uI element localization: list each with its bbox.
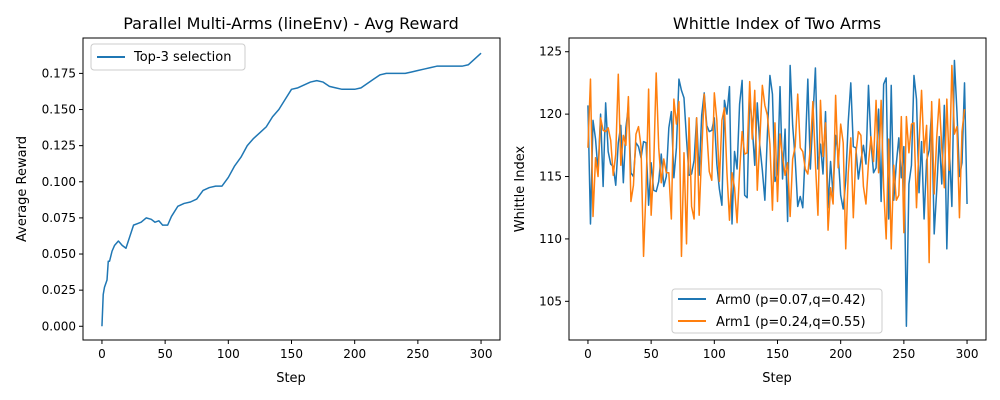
whittle-index-y-tick-label: 120 <box>539 107 562 121</box>
avg-reward-x-tick-label: 0 <box>98 347 106 361</box>
whittle-index-y-tick-label: 115 <box>539 170 562 184</box>
whittle-index-y-tick-label: 105 <box>539 294 562 308</box>
avg-reward-legend: Top-3 selection <box>90 43 246 71</box>
avg-reward-y-tick-label: 0.150 <box>42 103 76 117</box>
whittle-index-x-tick-label: 300 <box>956 347 979 361</box>
avg-reward-x-axis-label: Step <box>276 371 306 386</box>
avg-reward-y-tick-label: 0.100 <box>42 175 76 189</box>
avg-reward-chart: Parallel Multi-Arms (lineEnv) - Avg Rewa… <box>15 14 501 386</box>
avg-reward-x-tick-label: 250 <box>406 347 429 361</box>
whittle-index-x-tick-label: 50 <box>643 347 658 361</box>
whittle-index-y-axis-label: Whittle Index <box>513 145 528 232</box>
avg-reward-x-tick-label: 100 <box>217 347 240 361</box>
avg-reward-x-tick-label: 50 <box>157 347 172 361</box>
whittle-index-y-tick-label: 110 <box>539 232 562 246</box>
whittle-index-plot-frame <box>568 37 987 341</box>
legend-label-arm0: Arm0 (p=0.07,q=0.42) <box>716 293 866 308</box>
avg-reward-y-tick-label: 0.025 <box>42 283 76 297</box>
whittle-index-lines <box>587 59 968 328</box>
avg-reward-x-tick-label: 150 <box>280 347 303 361</box>
avg-reward-ticks: 0 50 100 150 200 250 300 0.000 0.025 0.050 0.075 0.… <box>42 66 493 361</box>
whittle-index-y-tick-label: 125 <box>539 45 562 59</box>
avg-reward-legend-box <box>90 43 246 71</box>
avg-reward-y-tick-label: 0.175 <box>42 66 76 80</box>
whittle-index-series-line-0 <box>587 59 968 328</box>
whittle-index-legend-box <box>671 288 883 334</box>
avg-reward-y-tick-label: 0.125 <box>42 139 76 153</box>
avg-reward-plot-frame <box>82 37 501 341</box>
legend-label-arm1: Arm1 (p=0.24,q=0.55) <box>716 315 866 330</box>
avg-reward-y-tick-label: 0.050 <box>42 247 76 261</box>
whittle-index-title: Whittle Index of Two Arms <box>673 14 881 33</box>
whittle-index-legend: Arm0 (p=0.07,q=0.42) Arm1 (p=0.24,q=0.55… <box>671 288 883 334</box>
avg-reward-series-line-0 <box>101 52 482 327</box>
avg-reward-x-tick-label: 300 <box>470 347 493 361</box>
avg-reward-y-axis-label: Average Reward <box>15 136 30 242</box>
whittle-index-x-tick-label: 250 <box>892 347 915 361</box>
whittle-index-x-tick-label: 0 <box>584 347 592 361</box>
whittle-index-chart: Whittle Index of Two Arms Step Whittle I… <box>513 14 987 386</box>
avg-reward-x-tick-label: 200 <box>343 347 366 361</box>
avg-reward-lines <box>101 52 482 327</box>
whittle-index-x-axis-label: Step <box>762 371 792 386</box>
whittle-index-x-tick-label: 100 <box>703 347 726 361</box>
whittle-index-series-line-1 <box>587 64 966 264</box>
legend-label-top-3-selection: Top-3 selection <box>133 50 231 65</box>
whittle-index-x-tick-label: 200 <box>829 347 852 361</box>
whittle-index-x-tick-label: 150 <box>766 347 789 361</box>
avg-reward-y-tick-label: 0.000 <box>42 319 76 333</box>
whittle-index-ticks: 0 50 100 150 200 250 300 105 110 115 120 125 <box>539 45 978 361</box>
avg-reward-y-tick-label: 0.075 <box>42 211 76 225</box>
avg-reward-title: Parallel Multi-Arms (lineEnv) - Avg Rewa… <box>123 14 459 33</box>
